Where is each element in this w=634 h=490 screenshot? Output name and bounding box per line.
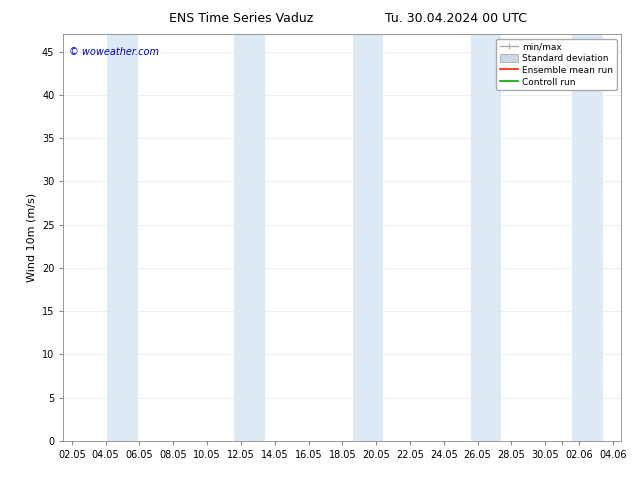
Text: Tu. 30.04.2024 00 UTC: Tu. 30.04.2024 00 UTC	[385, 12, 527, 25]
Text: ENS Time Series Vaduz: ENS Time Series Vaduz	[169, 12, 313, 25]
Bar	[471, 34, 501, 441]
Y-axis label: Wind 10m (m/s): Wind 10m (m/s)	[27, 193, 36, 282]
Bar	[573, 34, 603, 441]
Legend: min/max, Standard deviation, Ensemble mean run, Controll run: min/max, Standard deviation, Ensemble me…	[496, 39, 617, 90]
Text: © woweather.com: © woweather.com	[69, 47, 159, 56]
Bar	[234, 34, 264, 441]
Bar	[107, 34, 138, 441]
Bar	[353, 34, 383, 441]
